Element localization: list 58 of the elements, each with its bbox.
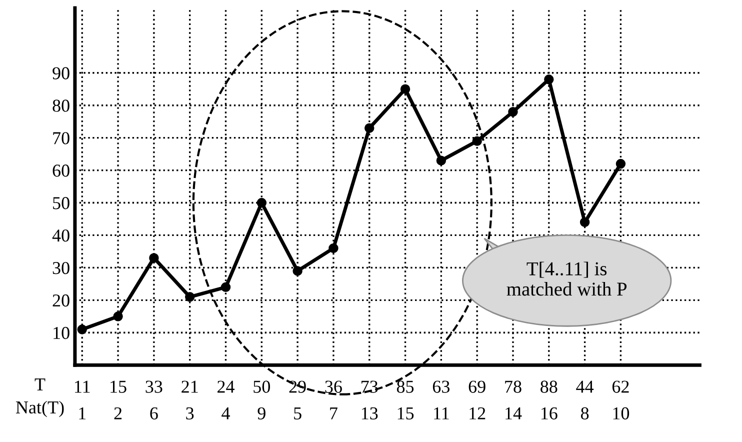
x-tick-label: 7	[330, 407, 338, 420]
text: T	[34, 378, 46, 390]
point	[508, 106, 518, 117]
x-tick-label: 5	[294, 407, 302, 420]
point	[292, 266, 302, 276]
point	[400, 84, 410, 94]
data-label: 85	[396, 380, 414, 393]
point	[616, 158, 626, 169]
point	[256, 198, 267, 208]
x-tick-label: 12	[470, 407, 486, 420]
x-tick-label: 14	[506, 407, 522, 420]
point	[328, 243, 338, 254]
data-label: 50	[254, 380, 270, 393]
y-tick-label: 90	[52, 67, 70, 80]
point	[544, 74, 554, 84]
data-label: 69	[468, 380, 486, 393]
data-label: 62	[612, 380, 629, 393]
data-label: 21	[182, 380, 198, 393]
data-label: 44	[576, 380, 594, 393]
y-tick-label: 30	[52, 262, 70, 274]
x-tick-label: 16	[541, 407, 558, 420]
x-tick-label: 6	[150, 407, 158, 420]
point	[580, 217, 590, 228]
data-label: 33	[146, 380, 162, 393]
x-tick-label: 8	[580, 407, 589, 420]
text: Nat(T)	[16, 400, 64, 418]
y-tick-label: 60	[52, 164, 70, 177]
y-tick-label: 50	[53, 197, 70, 210]
point	[77, 324, 87, 334]
x-tick-label: 4	[222, 407, 230, 420]
y-tick-label: 80	[52, 100, 70, 112]
x-tick-label: 3	[186, 407, 194, 420]
point	[113, 312, 123, 322]
data-label: 63	[432, 380, 450, 393]
x-tick-label: 13	[362, 407, 378, 420]
point	[184, 292, 195, 302]
x-tick-label: 1	[79, 407, 86, 420]
data-label: 36	[325, 380, 342, 393]
y-tick-label: 70	[53, 132, 70, 144]
point	[364, 123, 374, 133]
point	[149, 253, 159, 263]
annotation: T[4..11] is matched with P	[506, 262, 627, 296]
x-tick-label: 10	[613, 407, 630, 420]
x-tick-label: 2	[114, 407, 122, 420]
x-tick-label: 9	[258, 407, 266, 420]
point	[220, 282, 231, 292]
x-tick-label: 11	[434, 407, 449, 420]
y-tick-label: 40	[52, 229, 70, 242]
point	[472, 136, 482, 146]
y-tick-label: 20	[52, 294, 70, 307]
x-tick-label: 15	[398, 407, 414, 420]
data-label: 78	[505, 380, 522, 393]
point	[436, 156, 446, 166]
data-label: 88	[540, 380, 558, 393]
data-label: 24	[218, 380, 234, 393]
data-label: 11	[75, 380, 90, 393]
data-label: 15	[110, 380, 126, 393]
y-tick-label: 10	[54, 326, 70, 340]
